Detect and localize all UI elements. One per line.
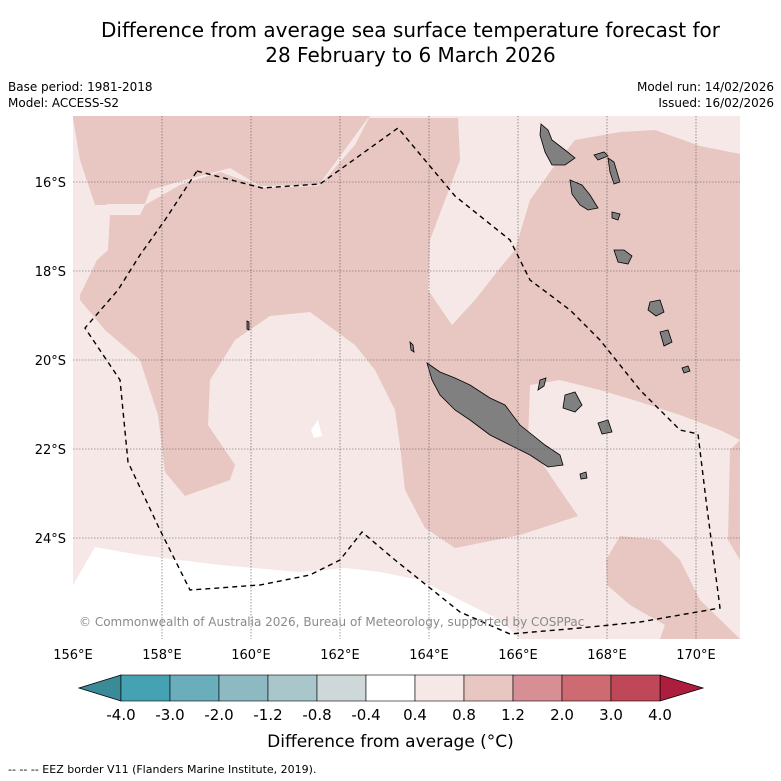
lon-tick-label: 162°E — [320, 648, 360, 663]
colorbar-tick-label: -2.0 — [204, 706, 233, 724]
lat-tick-label: 20°S — [35, 354, 66, 369]
island-ouvea — [537, 377, 547, 391]
colorbar-tick-label: 2.0 — [550, 706, 574, 724]
colorbar-over-arrow — [659, 674, 705, 702]
colorbar-segment — [463, 674, 514, 702]
lon-tick-label: 168°E — [587, 648, 627, 663]
colorbar-under-arrow — [77, 674, 122, 702]
colorbar-segment — [610, 674, 661, 702]
map-title: Difference from average sea surface temp… — [40, 18, 781, 68]
colorbar-segment — [120, 674, 171, 702]
island-efate — [613, 249, 633, 265]
island-lifou — [562, 391, 583, 413]
lon-tick-label: 158°E — [142, 648, 182, 663]
island-belep — [409, 340, 415, 353]
lon-tick-label: 164°E — [409, 648, 449, 663]
colorbar-tick-label: -4.0 — [106, 706, 135, 724]
colorbar-tick-label: 0.8 — [452, 706, 476, 724]
eez-legend: -- -- -- EEZ border V11 (Flanders Marine… — [8, 763, 317, 776]
graticule — [73, 116, 740, 639]
lon-tick-label: 156°E — [53, 648, 93, 663]
lat-tick-label: 16°S — [35, 176, 66, 191]
colorbar-tick-label: 3.0 — [599, 706, 623, 724]
model-name: Model: ACCESS-S2 — [8, 96, 120, 110]
lon-tick-label: 166°E — [498, 648, 538, 663]
colorbar-segment — [267, 674, 318, 702]
colorbar-segment — [365, 674, 416, 702]
island-erromango — [647, 299, 665, 317]
island-ambae — [593, 151, 609, 161]
island-espiritu-santo — [539, 123, 576, 166]
lon-tick-label: 160°E — [231, 648, 271, 663]
band-hole — [311, 420, 322, 438]
island-isle-of-pines — [579, 471, 588, 480]
colorbar-segment — [561, 674, 612, 702]
island-mare — [597, 419, 613, 435]
lon-ticks: 156°E 158°E 160°E 162°E 164°E 166°E 168°… — [53, 648, 716, 663]
colorbar-segment — [218, 674, 269, 702]
colorbar-tick-label: -0.4 — [351, 706, 380, 724]
band-neutral-white — [73, 547, 520, 639]
island-aneityum — [681, 365, 691, 374]
colorbar-tick-label: 1.2 — [501, 706, 525, 724]
colorbar-segment — [512, 674, 563, 702]
colorbar-segments — [120, 674, 661, 702]
island-epi — [611, 211, 621, 221]
land-masses — [246, 123, 691, 480]
lat-tick-label: 24°S — [35, 532, 66, 547]
meta-right: Model run: 14/02/2026 Issued: 16/02/2026 — [637, 79, 774, 111]
map-area: © Commonwealth of Australia 2026, Bureau… — [73, 116, 740, 639]
island-chesterfield — [246, 320, 250, 331]
colorbar-segment — [169, 674, 220, 702]
eez-border — [84, 127, 721, 635]
island-tanna — [659, 329, 673, 347]
map-copyright: © Commonwealth of Australia 2026, Bureau… — [79, 615, 584, 629]
lon-tick-label: 170°E — [676, 648, 716, 663]
lat-tick-label: 18°S — [35, 265, 66, 280]
colorbar-title: Difference from average (°C) — [267, 732, 514, 752]
issued-date: Issued: 16/02/2026 — [658, 96, 774, 110]
meta-left: Base period: 1981-2018 Model: ACCESS-S2 — [8, 79, 153, 111]
title-line-1: Difference from average sea surface temp… — [100, 18, 720, 42]
band-right-strip — [728, 440, 740, 560]
band-pink-main — [73, 116, 740, 639]
colorbar-segment — [316, 674, 367, 702]
lat-ticks: 16°S 18°S 20°S 22°S 24°S — [35, 176, 66, 547]
colorbar-labels: -4.0 -3.0 -2.0 -1.2 -0.8 -0.4 0.4 0.8 1.2 2.0 3.0 4… — [106, 706, 672, 724]
colorbar-tick-label: -3.0 — [155, 706, 184, 724]
colorbar-tick-label: -1.2 — [253, 706, 282, 724]
base-period: Base period: 1981-2018 — [8, 80, 153, 94]
colorbar-tick-label: -0.8 — [302, 706, 331, 724]
colorbar: -4.0 -3.0 -2.0 -1.2 -0.8 -0.4 0.4 0.8 1.2 2.0 3.0 4… — [77, 674, 705, 724]
title-line-2: 28 February to 6 March 2026 — [265, 43, 556, 67]
colorbar-segment — [414, 674, 465, 702]
new-caledonia-island — [426, 362, 564, 468]
lat-tick-label: 22°S — [35, 443, 66, 458]
colorbar-tick-label: 4.0 — [648, 706, 672, 724]
island-pentecost — [607, 157, 621, 185]
island-malekula — [569, 179, 599, 211]
model-run: Model run: 14/02/2026 — [636, 80, 774, 94]
colorbar-tick-label: 0.4 — [403, 706, 427, 724]
